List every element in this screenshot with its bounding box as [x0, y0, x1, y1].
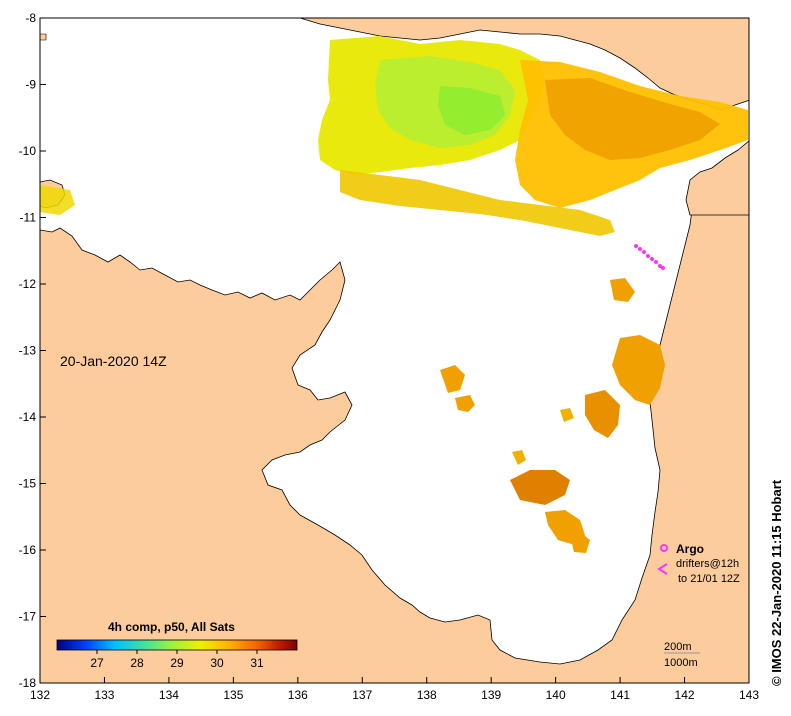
land-cape-york	[685, 140, 749, 216]
drifter-arrow-icon	[657, 563, 668, 575]
y-tick-label: -9	[25, 78, 36, 92]
y-axis: -8 -9 -10 -11 -12 -13 -14 -15 -16 -17 -18	[19, 11, 46, 690]
y-tick-label: -11	[20, 211, 37, 225]
x-tick-label: 135	[223, 688, 243, 702]
drifters-label-1: drifters@12h	[676, 558, 739, 570]
y-tick-label: -17	[19, 610, 37, 624]
colorbar-tick-label: 27	[90, 656, 104, 670]
colorbar-ticks: 27 28 29 30 31	[90, 650, 264, 670]
x-axis: 132 133 134 135 136 137 138 139 140 141 142 143	[30, 677, 759, 702]
x-tick-label: 136	[288, 688, 308, 702]
x-tick-label: 139	[481, 688, 501, 702]
x-tick-label: 141	[610, 688, 630, 702]
y-tick-label: -15	[19, 477, 37, 491]
colorbar-tick-label: 30	[210, 656, 224, 670]
y-tick-label: -10	[19, 144, 37, 158]
x-tick-label: 133	[94, 688, 114, 702]
x-tick-label: 137	[352, 688, 372, 702]
x-tick-label: 142	[675, 688, 695, 702]
depth-200-label: 200m	[664, 641, 692, 653]
x-tick-label: 134	[159, 688, 179, 702]
x-tick-label: 138	[417, 688, 437, 702]
timestamp-label: 20-Jan-2020 14Z	[60, 353, 167, 369]
colorbar-tick-label: 31	[250, 656, 264, 670]
argo-drifter-track	[634, 244, 665, 270]
drifters-label-2: to 21/01 12Z	[678, 573, 740, 585]
y-tick-label: -12	[19, 277, 37, 291]
argo-marker-icon	[660, 544, 668, 552]
x-tick-label: 132	[30, 688, 50, 702]
x-tick-label: 143	[739, 688, 759, 702]
y-tick-label: -16	[19, 543, 37, 557]
land-islet-a	[40, 33, 47, 41]
sst-patches	[40, 36, 748, 553]
y-tick-label: -18	[19, 676, 37, 690]
y-tick-label: -14	[19, 410, 37, 424]
depth-1000-label: 1000m	[664, 657, 698, 669]
colorbar	[56, 639, 298, 651]
colorbar-tick-label: 28	[130, 656, 144, 670]
y-tick-label: -8	[25, 11, 36, 25]
y-tick-label: -13	[19, 344, 37, 358]
x-tick-label: 140	[546, 688, 566, 702]
credit-text: © IMOS 22-Jan-2020 11:15 Hobart	[769, 479, 784, 686]
colorbar-tick-label: 29	[170, 656, 184, 670]
colorbar-title: 4h comp, p50, All Sats	[108, 620, 235, 634]
argo-label: Argo	[676, 542, 704, 556]
